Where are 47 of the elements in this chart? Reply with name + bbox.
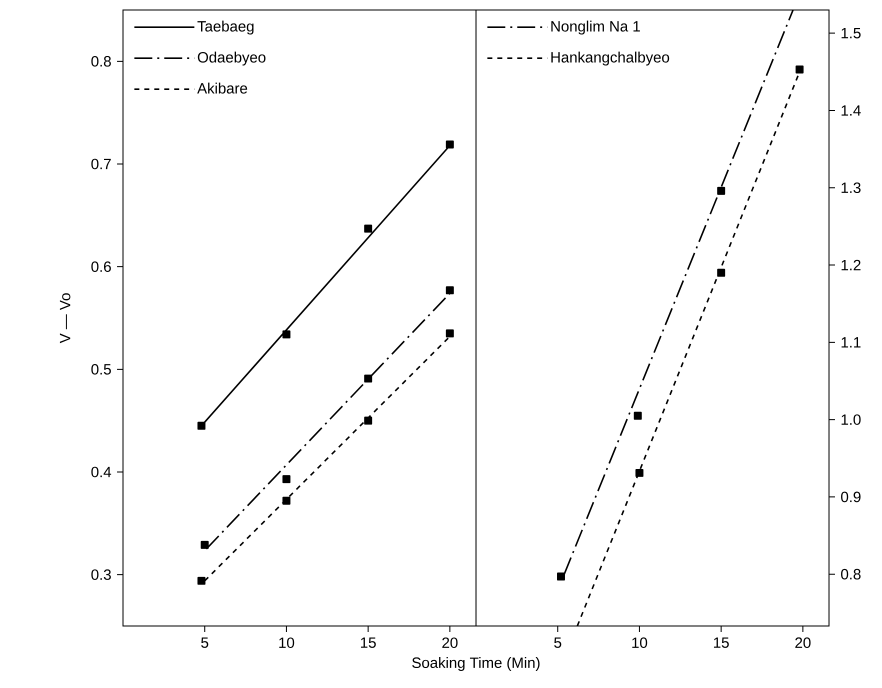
point <box>634 412 642 420</box>
y-tick-label: 1.3 <box>842 182 861 194</box>
y-axis-title: V — Vo <box>60 293 70 344</box>
point <box>446 140 454 148</box>
y-tick-label: 0.8 <box>91 56 111 67</box>
x-axis-title: Soaking Time (Min) <box>412 657 540 671</box>
x-tick-label: 10 <box>279 637 294 648</box>
point <box>717 186 726 195</box>
y-tick-label: 0.9 <box>841 492 861 502</box>
y-tick-label: 1.5 <box>842 28 861 38</box>
point <box>282 330 290 338</box>
y-tick-label: 1.1 <box>842 337 861 348</box>
point <box>446 329 454 338</box>
point <box>197 422 206 430</box>
x-tick-label: 5 <box>554 637 562 648</box>
y-tick-label: 0.5 <box>91 364 111 375</box>
y-tick-label: 1.0 <box>842 414 861 425</box>
x-tick-label: 20 <box>442 637 458 648</box>
legend-label: Akibare <box>197 82 248 94</box>
x-tick-label: 5 <box>201 637 208 648</box>
y-tick-label: 0.8 <box>841 568 861 580</box>
x-tick-label: 20 <box>795 637 811 648</box>
point <box>282 475 290 484</box>
point <box>364 374 372 383</box>
x-tick-label: 10 <box>632 637 648 648</box>
point <box>557 572 565 581</box>
x-tick-label: 15 <box>360 637 376 648</box>
point <box>364 416 372 425</box>
point <box>796 66 804 74</box>
legend-label: Nonglim Na 1 <box>551 20 640 35</box>
y-tick-label: 0.6 <box>91 261 111 272</box>
y-tick-label: 1.2 <box>842 260 860 270</box>
x-tick-label: 15 <box>714 637 729 648</box>
point <box>717 268 726 277</box>
y-tick-label: 0.3 <box>91 569 111 580</box>
legend-label: Taebaeg <box>197 20 254 35</box>
legend-label: Odaebyeo <box>198 52 266 66</box>
point <box>200 540 209 549</box>
point <box>197 576 206 585</box>
y-tick-label: 0.4 <box>91 466 112 478</box>
point <box>635 468 644 477</box>
y-tick-label: 1.4 <box>842 105 861 116</box>
point <box>446 286 454 294</box>
point <box>282 496 290 505</box>
y-tick-label: 0.7 <box>91 158 111 170</box>
legend-label: Hankangchalbyeo <box>551 52 670 66</box>
point <box>364 224 372 233</box>
